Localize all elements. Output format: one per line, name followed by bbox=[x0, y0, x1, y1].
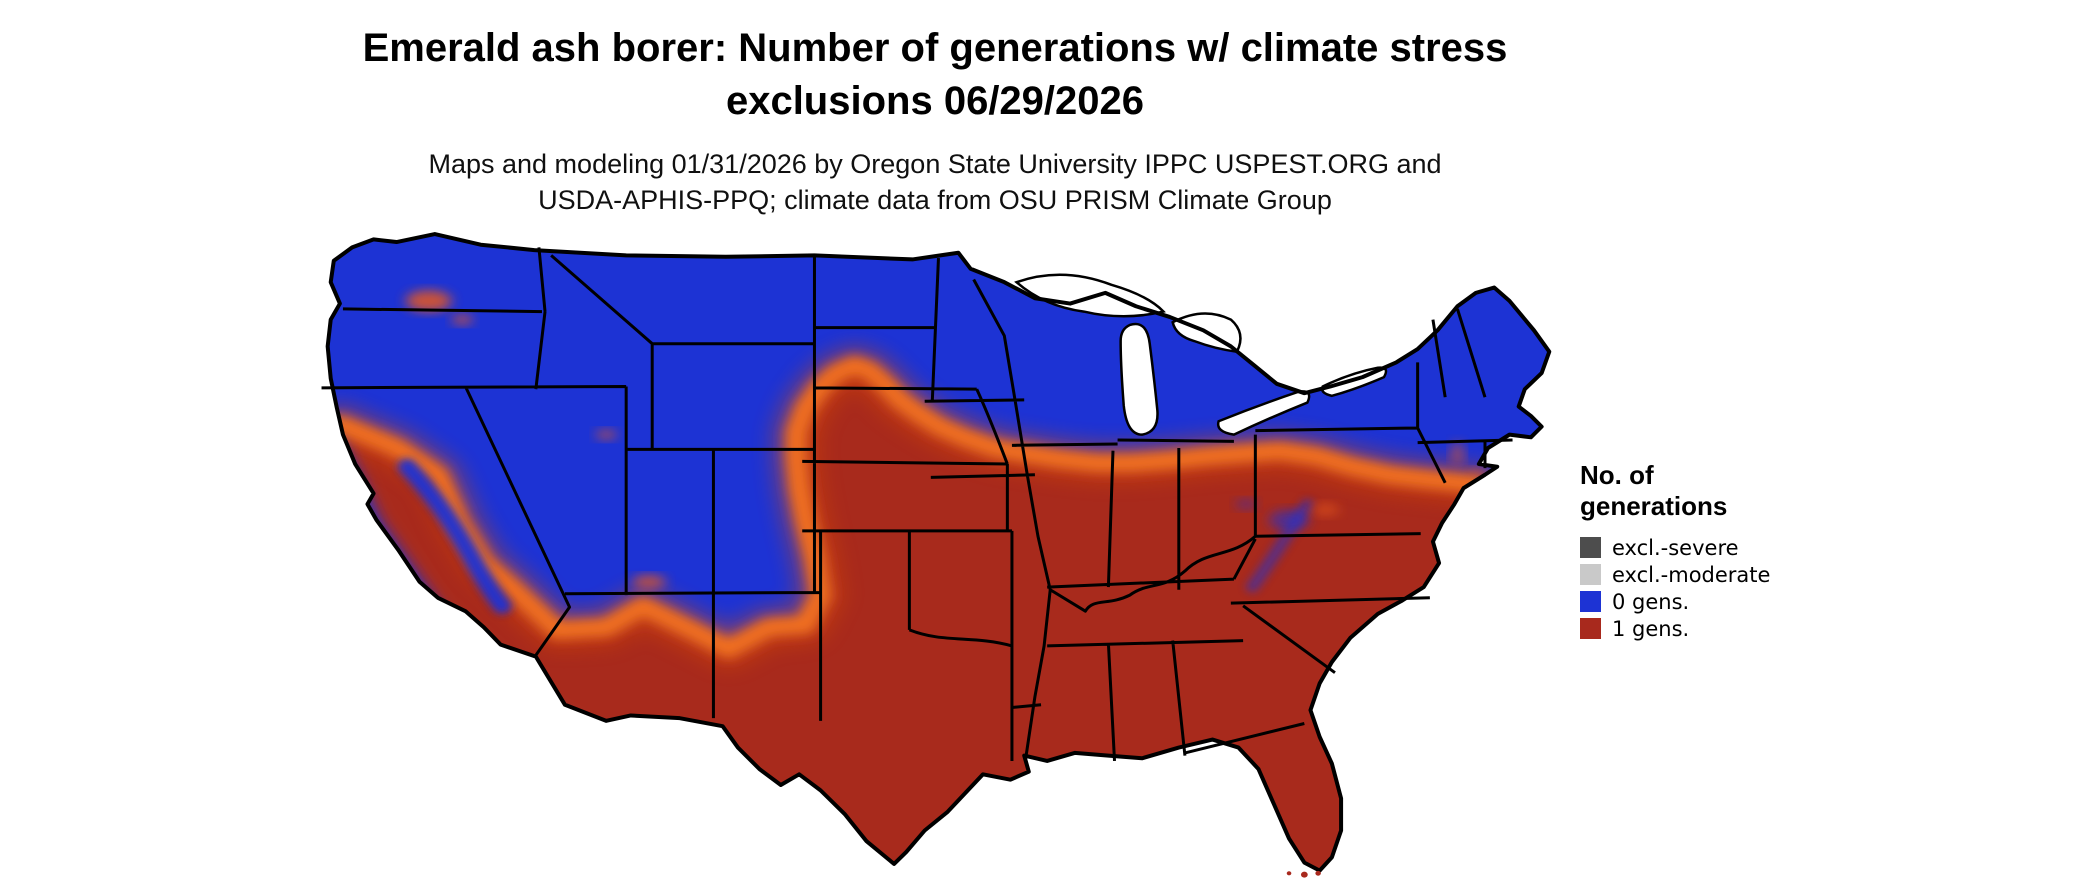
legend-swatch-excl-severe bbox=[1580, 537, 1601, 558]
orange-patch-southern-utah bbox=[632, 575, 666, 589]
blue-patch-west-virginia bbox=[1269, 509, 1309, 531]
map-subtitle-line1: Maps and modeling 01/31/2026 by Oregon S… bbox=[428, 149, 1442, 179]
map-fill-layers bbox=[327, 234, 1550, 871]
orange-patch-columbia-basin bbox=[405, 290, 452, 312]
orange-patch-long-island bbox=[1469, 467, 1489, 475]
legend-label-1-gens: 1 gens. bbox=[1612, 616, 1690, 641]
legend: No. of generations excl.-severe excl.-mo… bbox=[1580, 460, 1770, 642]
map-title-line1: Emerald ash borer: Number of generations… bbox=[362, 26, 1508, 70]
florida-keys-dot bbox=[1315, 870, 1321, 876]
blue-patch-ohio-valley bbox=[1235, 498, 1257, 510]
legend-row-1-gens: 1 gens. bbox=[1580, 615, 1770, 642]
map-subtitle: Maps and modeling 01/31/2026 by Oregon S… bbox=[0, 146, 1870, 218]
lake-erie bbox=[1218, 391, 1309, 434]
us-map bbox=[320, 226, 1560, 878]
orange-patch-new-england-coast bbox=[1495, 443, 1524, 453]
legend-label-excl-severe: excl.-severe bbox=[1612, 535, 1739, 560]
map-subtitle-line2: USDA-APHIS-PPQ; climate data from OSU PR… bbox=[538, 185, 1332, 215]
sierra-nevada-blue-band bbox=[398, 458, 512, 614]
legend-row-excl-severe: excl.-severe bbox=[1580, 534, 1770, 561]
legend-title-line1: No. of bbox=[1580, 460, 1654, 490]
legend-swatch-excl-moderate bbox=[1580, 564, 1601, 585]
orange-patch-columbia-basin-2 bbox=[451, 314, 474, 325]
legend-swatch-1-gens bbox=[1580, 618, 1601, 639]
legend-label-excl-moderate: excl.-moderate bbox=[1612, 562, 1771, 587]
state-borders bbox=[322, 247, 1513, 761]
orange-patch-salt-lake bbox=[595, 429, 617, 440]
header: Emerald ash borer: Number of generations… bbox=[0, 22, 1870, 218]
legend-items: excl.-severe excl.-moderate 0 gens. 1 ge… bbox=[1580, 534, 1770, 642]
map-title-line2: exclusions 06/29/2026 bbox=[725, 79, 1145, 123]
legend-label-0-gens: 0 gens. bbox=[1612, 589, 1690, 614]
legend-row-excl-moderate: excl.-moderate bbox=[1580, 561, 1770, 588]
legend-title-line2: generations bbox=[1580, 491, 1728, 521]
florida-keys bbox=[1286, 870, 1321, 878]
us-map-container bbox=[320, 226, 1560, 888]
orange-patch-pennsylvania bbox=[1312, 502, 1340, 517]
florida-keys-dot bbox=[1300, 871, 1308, 878]
lake-michigan bbox=[1121, 324, 1158, 435]
legend-row-0-gens: 0 gens. bbox=[1580, 588, 1770, 615]
florida-keys-dot bbox=[1286, 871, 1292, 876]
us-outline bbox=[328, 234, 1550, 871]
transition-band-inner bbox=[329, 355, 1487, 658]
orange-patch-hudson-valley bbox=[1450, 441, 1465, 466]
legend-swatch-0-gens bbox=[1580, 591, 1601, 612]
